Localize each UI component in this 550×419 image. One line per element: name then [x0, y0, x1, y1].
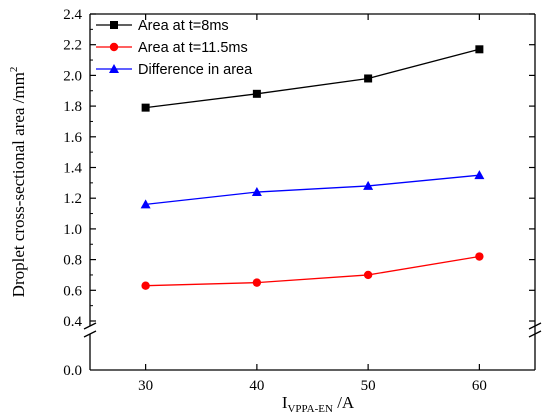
y-tick-label: 1.2	[63, 191, 82, 207]
axis-break-mark	[528, 330, 542, 338]
legend-item: Area at t=8ms	[96, 18, 229, 34]
tick-labels: 30 40 50 60 0.4 0.6 0.8 1.0 1.2 1.4 1.6 1.8 2.0 2.2 2.…	[63, 7, 487, 394]
data-point-triangle	[363, 180, 374, 190]
y-axis-label-main: Droplet cross-sectional area /mm	[9, 72, 28, 297]
x-axis-label-unit: /A	[333, 393, 355, 412]
data-point-circle	[141, 281, 150, 290]
legend-label: Area at t=8ms	[138, 18, 229, 34]
data-point-square	[475, 45, 484, 54]
y-tick-label: 2.0	[63, 68, 82, 84]
data-point-triangle	[251, 187, 262, 197]
legend-item: Area at t=11.5ms	[96, 40, 248, 56]
series-triangle	[140, 170, 485, 209]
data-point-square	[252, 89, 261, 98]
x-tick-label: 40	[249, 378, 264, 394]
x-tick-label: 60	[472, 378, 487, 394]
y-tick-label: 0.4	[63, 314, 82, 330]
y-tick-label: 1.6	[63, 130, 82, 146]
legend-label: Area at t=11.5ms	[138, 40, 248, 56]
data-point-square	[141, 103, 150, 112]
series-circle	[141, 252, 484, 290]
y-axis-label: Droplet cross-sectional area /mm2	[8, 67, 28, 298]
x-axis-label: IVPPA-EN /A	[282, 393, 355, 415]
y-tick-label: 0.0	[63, 363, 82, 379]
data-point-circle	[475, 252, 484, 261]
legend-marker-triangle	[109, 64, 119, 73]
y-tick-label: 2.2	[63, 38, 82, 54]
y-tick-label: 1.4	[63, 161, 82, 177]
axis-break-mark	[83, 322, 97, 330]
x-tick-label: 30	[138, 378, 153, 394]
y-tick-label: 0.8	[63, 253, 82, 269]
data-point-circle	[363, 270, 373, 280]
series-square	[141, 45, 484, 112]
legend-marker-circle	[109, 42, 119, 52]
y-tick-label: 0.6	[63, 283, 82, 299]
y-tick-label: 1.0	[63, 222, 82, 238]
y-axis-label-superscript: 2	[8, 67, 20, 73]
series-line	[145, 48, 480, 109]
legend-item: Difference in area	[96, 62, 253, 78]
plot-frame	[83, 13, 542, 371]
legend-marker-square	[110, 21, 118, 29]
x-tick-label: 50	[361, 378, 376, 394]
axis-break-mark	[528, 322, 542, 330]
axis-ticks	[90, 13, 535, 370]
legend: Area at t=8ms Area at t=11.5ms Difference …	[96, 18, 253, 78]
series-line	[145, 255, 480, 287]
axis-break-mark	[83, 330, 97, 338]
data-point-circle	[252, 278, 262, 287]
data-point-square	[364, 74, 373, 83]
data-point-triangle	[140, 199, 151, 209]
series-layer	[140, 45, 485, 290]
data-point-triangle	[474, 170, 485, 180]
x-axis-label-subscript: VPPA-EN	[287, 403, 332, 415]
y-tick-label: 1.8	[63, 99, 82, 115]
series-line	[145, 174, 480, 205]
x-axis-label-main: I	[282, 393, 288, 412]
legend-label: Difference in area	[138, 62, 253, 78]
y-tick-label: 2.4	[63, 7, 82, 23]
